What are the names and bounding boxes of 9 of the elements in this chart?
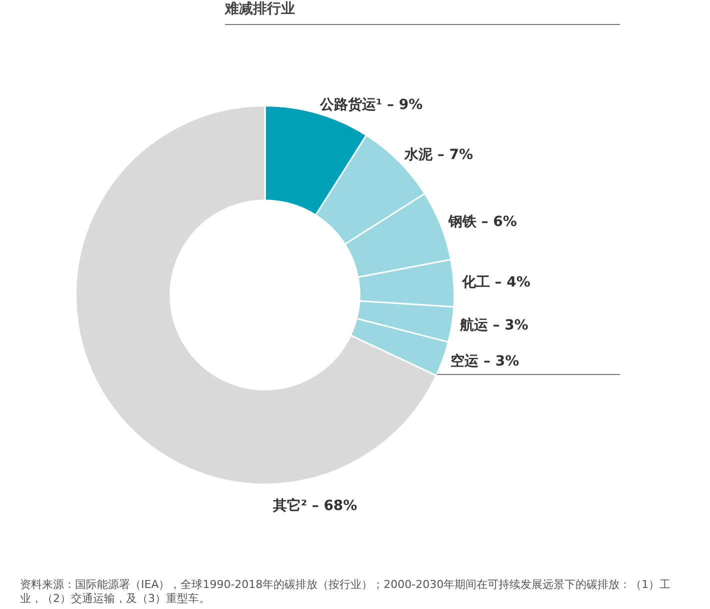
slice-label: 空运 – 3% — [450, 352, 520, 370]
slice-label: 化工 – 4% — [460, 274, 530, 290]
slice-label: 钢铁 – 6% — [447, 214, 517, 230]
slice-label: 其它² – 68% — [272, 496, 358, 514]
slice-label: 公路货运¹ – 9% — [319, 97, 423, 114]
text: 资料来源：国际能源署（IEA），全球1990-2018年的碳排放（按行业）；2000-2030年期间在可持续发展远景下的碳排放：（1）工业，（2）交通运输，及（3）重型车。 — [20, 578, 672, 606]
slice-label: 水泥 – 7% — [403, 147, 474, 164]
slice-label: 航运 – 3% — [458, 316, 528, 334]
chart-title: 难减排行业 — [225, 0, 620, 25]
